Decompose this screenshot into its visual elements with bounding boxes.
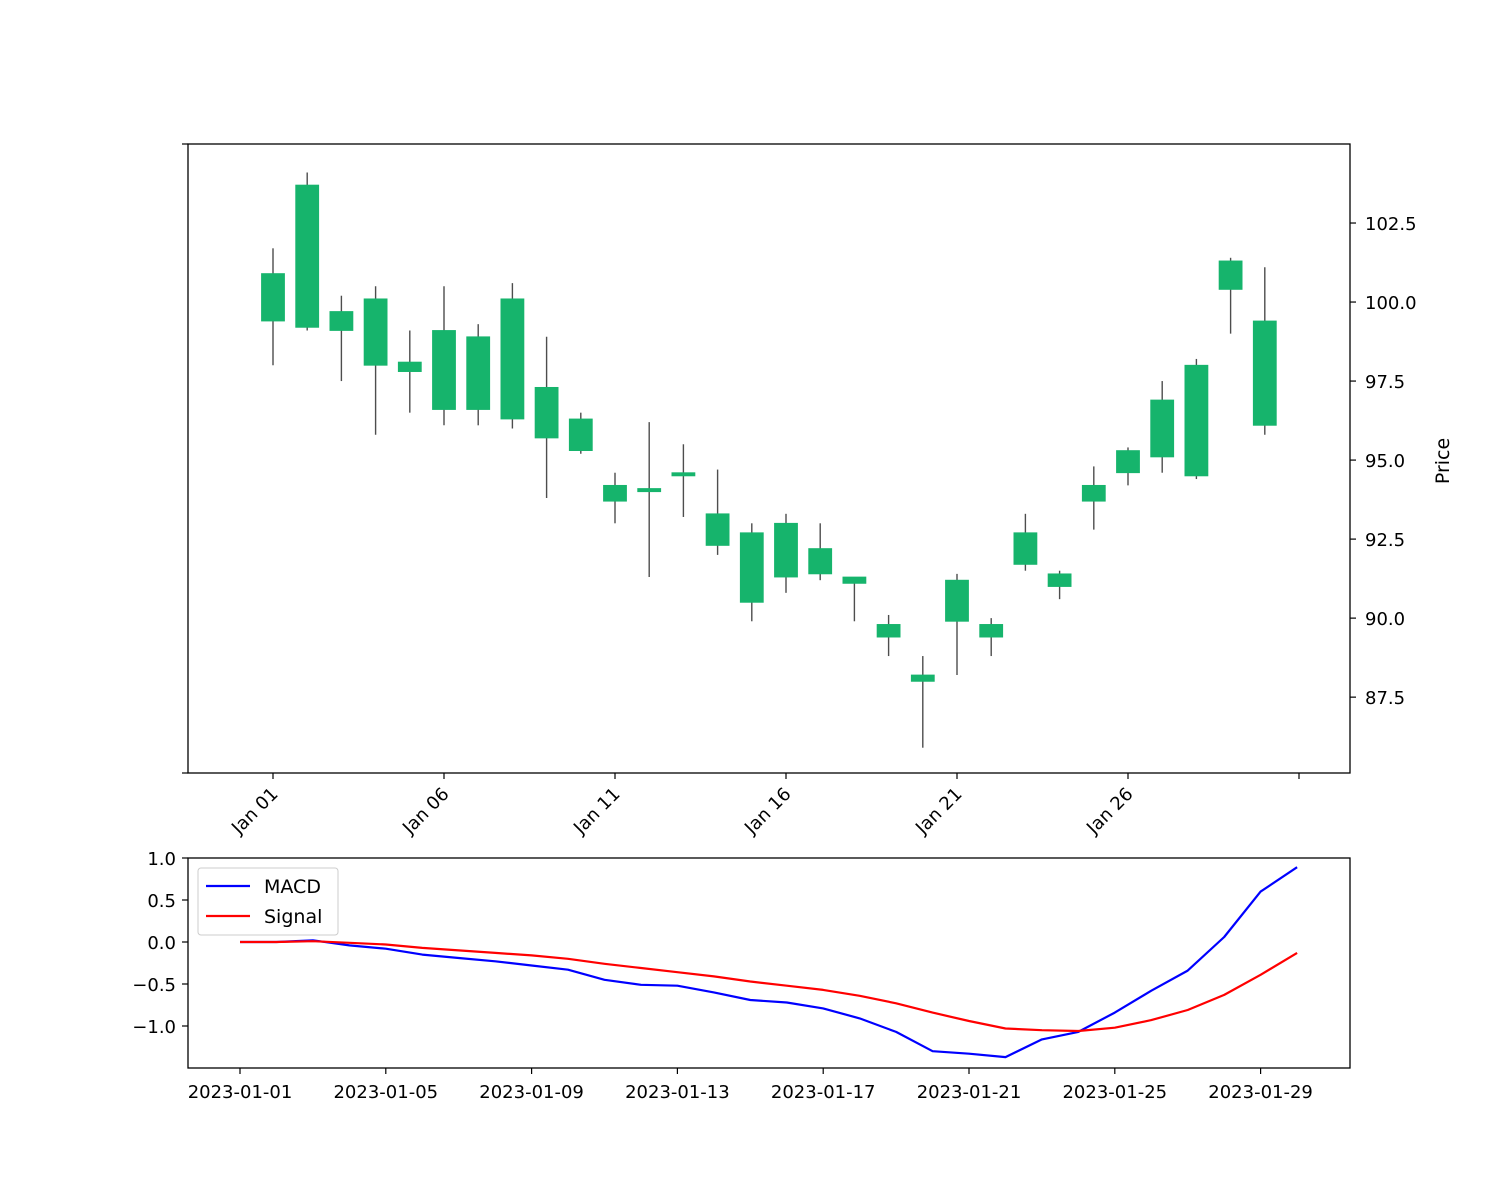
macd-axes-frame [187, 857, 1351, 1069]
candle-body [329, 311, 354, 331]
candle-body [808, 548, 833, 575]
series-line-macd [240, 866, 1298, 1059]
candle [1218, 257, 1243, 334]
macd-ytick-label: 1.0 [147, 849, 176, 870]
price-ytick-label: 92.5 [1365, 530, 1405, 551]
macd-ytick-label: 0.0 [147, 933, 176, 954]
price-ytick-label: 102.5 [1365, 214, 1417, 235]
macd-xtick-label: 2023-01-13 [625, 1082, 730, 1103]
macd-ytick-label: −0.5 [132, 975, 176, 996]
candle [1013, 513, 1038, 571]
candle [500, 283, 525, 429]
macd-ytick-label: 0.5 [147, 891, 176, 912]
candle [534, 336, 559, 499]
candle-body [637, 488, 662, 493]
candle-body [774, 522, 798, 578]
candle [1047, 570, 1072, 600]
series-line-signal [240, 940, 1298, 1033]
price-ytick-label: 95.0 [1365, 451, 1405, 472]
price-ytick-label: 100.0 [1365, 293, 1417, 314]
candle-body [603, 484, 627, 502]
macd-lines [240, 866, 1298, 1059]
candle-body [1013, 532, 1038, 565]
candle-body [1081, 484, 1106, 502]
candle [329, 295, 354, 382]
candle [397, 330, 422, 413]
candle [603, 472, 627, 524]
candle-body [705, 513, 730, 546]
candle-body [945, 579, 969, 622]
candle [705, 469, 730, 555]
candle-body [739, 532, 764, 603]
candle-body [910, 674, 935, 682]
candle [774, 513, 798, 593]
candle-body [1047, 573, 1072, 587]
candle-body [363, 298, 388, 366]
macd-x-ticks: 2023-01-01 2023-01-05 2023-01-09 2023-01-13… [188, 1068, 1313, 1103]
candle [910, 656, 935, 748]
candle [261, 248, 285, 366]
candle-body [261, 273, 285, 322]
candle-body [466, 336, 491, 410]
candle-body [842, 576, 867, 584]
legend-signal-label: Signal [264, 906, 322, 928]
candle-body [671, 472, 696, 477]
legend: MACD Signal [197, 867, 339, 936]
candle-body [1116, 450, 1140, 474]
price-ytick-label: 90.0 [1365, 609, 1405, 630]
candle-body [397, 361, 422, 372]
macd-xtick-label: 2023-01-05 [333, 1082, 438, 1103]
candle-body [1184, 364, 1209, 477]
candles [261, 172, 1277, 748]
price-ytick-label: 87.5 [1365, 688, 1405, 709]
candle [876, 614, 901, 657]
candle [432, 286, 456, 426]
price-ylabel: Price [1432, 438, 1454, 484]
candle [466, 324, 491, 426]
macd-xtick-label: 2023-01-01 [188, 1082, 293, 1103]
candle [1116, 447, 1140, 486]
candle [637, 422, 662, 578]
macd-xtick-label: 2023-01-17 [771, 1082, 876, 1103]
price-ytick-label: 97.5 [1365, 372, 1405, 393]
macd-xtick-label: 2023-01-21 [917, 1082, 1022, 1103]
candle [1150, 381, 1175, 473]
candle [808, 523, 833, 581]
legend-box [197, 867, 339, 936]
candle [945, 573, 969, 676]
candle [1184, 358, 1209, 480]
candle [979, 618, 1004, 657]
macd-xtick-label: 2023-01-25 [1062, 1082, 1167, 1103]
candle-body [500, 298, 525, 420]
candle-body [534, 386, 559, 439]
candle-body [1150, 399, 1175, 458]
macd-panel: 1.00.50.0−0.5−1.0 2023-01-01 2023-01-05 20… [132, 849, 1351, 1103]
candle [739, 523, 764, 622]
candle-body [1218, 260, 1243, 290]
candle-body [295, 184, 320, 328]
candle-body [979, 624, 1004, 638]
macd-y-ticks: 1.0 0.5 0.0 −0.5 −1.0 [132, 849, 188, 1038]
macd-ytick-label: −1.0 [132, 1017, 176, 1038]
candle-body [876, 624, 901, 638]
price-axes-frame [187, 143, 1351, 774]
candle [1081, 466, 1106, 530]
candle-body [568, 418, 593, 451]
candle-body [1252, 320, 1277, 426]
candle [363, 286, 388, 435]
candle-body [432, 330, 456, 410]
candle [842, 576, 867, 622]
macd-xtick-label: 2023-01-09 [479, 1082, 584, 1103]
candle [671, 444, 696, 517]
candle [295, 172, 320, 331]
macd-xtick-label: 2023-01-29 [1208, 1082, 1313, 1103]
price-y-ticks: 87.5 90.0 92.5 95.0 97.5 100.0 102.5 [1350, 214, 1417, 709]
candle [568, 412, 593, 454]
candle [1252, 267, 1277, 435]
legend-macd-label: MACD [264, 876, 321, 898]
